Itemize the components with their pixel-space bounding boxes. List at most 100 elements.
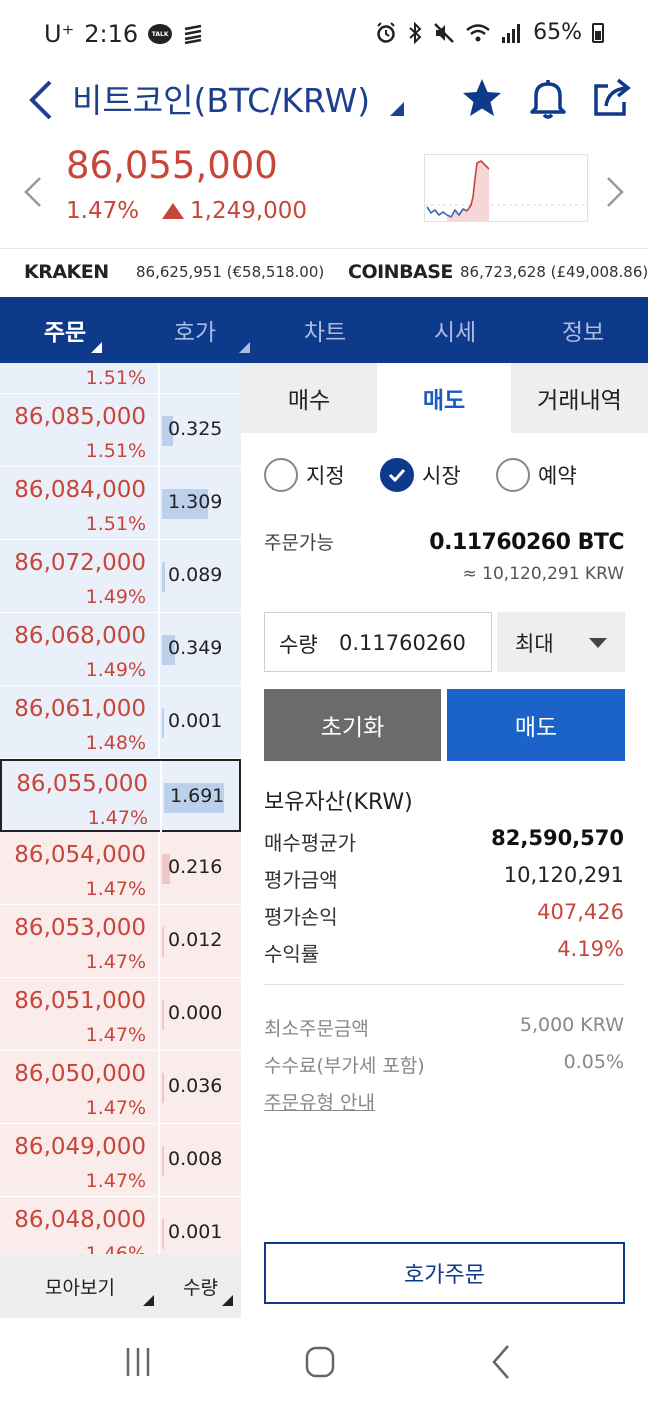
star-icon[interactable] bbox=[460, 76, 504, 120]
orderbook[interactable]: 1.51% 86,085,000 1.51% 0.325 86,084,000 1.51… bbox=[0, 363, 241, 1254]
order-type-limit[interactable]: 지정 bbox=[264, 458, 345, 492]
reset-button[interactable]: 초기화 bbox=[264, 689, 441, 761]
orderbook-pct: 1.49% bbox=[85, 659, 146, 681]
chevron-right-icon[interactable] bbox=[602, 172, 628, 212]
orderbook-price-cell: 86,068,000 1.49% bbox=[0, 613, 160, 686]
max-select[interactable]: 최대 bbox=[497, 612, 625, 672]
avg-buy-price-value: 82,590,570 bbox=[491, 826, 624, 850]
orderbook-qty-bar bbox=[162, 1146, 164, 1176]
tab-order[interactable]: 주문 bbox=[0, 297, 130, 363]
order-type-market[interactable]: 시장 bbox=[380, 458, 461, 492]
orderbook-price-cell: 86,085,000 1.51% bbox=[0, 394, 160, 467]
orderbook-pct: 1.51% bbox=[85, 440, 146, 462]
orderbook-qty-bar bbox=[162, 1073, 164, 1103]
bell-icon[interactable] bbox=[526, 76, 570, 120]
orderbook-qty: 1.309 bbox=[168, 491, 223, 513]
orderbook-row[interactable]: 86,049,000 1.47% 0.008 bbox=[0, 1124, 241, 1197]
home-icon[interactable] bbox=[290, 1340, 350, 1384]
orderbook-row[interactable]: 86,054,000 1.47% 0.216 bbox=[0, 832, 241, 905]
back-icon[interactable] bbox=[22, 76, 62, 124]
order-type-group: 지정 시장 예약 bbox=[264, 458, 634, 498]
orderbook-pct: 1.51% bbox=[85, 513, 146, 535]
orderbook-row[interactable]: 86,072,000 1.49% 0.089 bbox=[0, 540, 241, 613]
orderbook-price: 86,051,000 bbox=[14, 988, 146, 1014]
tab-sell[interactable]: 매도 bbox=[377, 363, 511, 433]
orderbook-row[interactable]: 86,084,000 1.51% 1.309 bbox=[0, 467, 241, 540]
orderbook-pct: 1.48% bbox=[85, 732, 146, 754]
orderbook-qty: 1.691 bbox=[170, 785, 225, 807]
orderbook-qty-bar bbox=[164, 783, 224, 813]
system-back-icon[interactable] bbox=[472, 1340, 532, 1384]
tab-hoga-caret-icon bbox=[239, 342, 250, 353]
title-dropdown-icon[interactable] bbox=[390, 102, 404, 116]
alarm-icon bbox=[377, 21, 395, 43]
orderbook-qty: 0.216 bbox=[168, 856, 223, 878]
orderbook-row[interactable]: 86,051,000 1.47% 0.000 bbox=[0, 978, 241, 1051]
order-type-reserve[interactable]: 예약 bbox=[496, 458, 577, 492]
quantity-field[interactable]: 수량 bbox=[264, 612, 492, 672]
hoga-order-button[interactable]: 호가주문 bbox=[264, 1242, 625, 1304]
orderbook-pct: 1.47% bbox=[85, 1170, 146, 1192]
orderbook-qty-bar bbox=[162, 416, 173, 446]
recent-apps-icon[interactable] bbox=[108, 1340, 168, 1384]
orderbook-row[interactable]: 86,061,000 1.48% 0.001 bbox=[0, 686, 241, 759]
tab-history[interactable]: 거래내역 bbox=[511, 363, 648, 433]
orderbook-row[interactable]: 86,053,000 1.47% 0.012 bbox=[0, 905, 241, 978]
orderbook-row[interactable]: 86,068,000 1.49% 0.349 bbox=[0, 613, 241, 686]
orderbook-qty: 0.349 bbox=[168, 637, 223, 659]
tab-quote[interactable]: 시세 bbox=[390, 297, 520, 363]
orderbook-qty-bar bbox=[162, 562, 165, 592]
qty-view-button[interactable]: 수량 bbox=[160, 1254, 241, 1318]
orderbook-price: 86,084,000 bbox=[14, 477, 146, 503]
tab-chart-label: 차트 bbox=[303, 320, 347, 346]
quantity-input[interactable] bbox=[339, 627, 487, 659]
order-type-guide-link[interactable]: 주문유형 안내 bbox=[264, 1092, 375, 1114]
sell-button[interactable]: 매도 bbox=[447, 689, 625, 761]
tab-buy[interactable]: 매수 bbox=[241, 363, 377, 433]
status-left: U⁺ 2:16 TALK bbox=[44, 20, 204, 48]
orderbook-row-current[interactable]: 86,055,000 1.47% 1.691 bbox=[0, 759, 241, 834]
exchange-value-kraken: 86,625,951 (€58,518.00) bbox=[136, 263, 325, 281]
mini-price-chart[interactable] bbox=[424, 154, 589, 222]
orderbook-row[interactable]: 86,048,000 1.46% 0.001 bbox=[0, 1197, 241, 1254]
eval-pnl-label: 평가손익 bbox=[264, 905, 338, 929]
change-rate: 1.47% bbox=[66, 198, 140, 224]
orderbook-footer: 모아보기 수량 bbox=[0, 1254, 241, 1318]
orderbook-row-partial[interactable]: 1.51% bbox=[0, 363, 241, 394]
tab-chart[interactable]: 차트 bbox=[260, 297, 390, 363]
check-icon bbox=[388, 468, 406, 483]
stack-icon bbox=[184, 24, 202, 44]
eval-pnl-value: 407,426 bbox=[537, 900, 624, 924]
coin-title[interactable]: 비트코인(BTC/KRW) bbox=[72, 81, 371, 120]
talk-icon-text: TALK bbox=[151, 30, 169, 38]
orderbook-price-cell: 86,053,000 1.47% bbox=[0, 905, 160, 978]
available-krw: ≈ 10,120,291 KRW bbox=[462, 564, 624, 584]
orderbook-qty-bar bbox=[162, 1000, 164, 1030]
orderbook-row[interactable]: 86,085,000 1.51% 0.325 bbox=[0, 394, 241, 467]
current-price: 86,055,000 bbox=[66, 144, 278, 187]
order-tabs: 매수 매도 거래내역 bbox=[241, 363, 648, 433]
group-view-caret-icon bbox=[143, 1295, 154, 1306]
battery-icon bbox=[592, 22, 604, 43]
chevron-left-icon[interactable] bbox=[20, 172, 46, 212]
quantity-label: 수량 bbox=[279, 633, 318, 657]
exchange-prices: KRAKEN 86,625,951 (€58,518.00) COINBASE … bbox=[0, 248, 648, 296]
orderbook-qty: 0.036 bbox=[168, 1075, 223, 1097]
orderbook-pct: 1.47% bbox=[87, 807, 148, 829]
share-icon[interactable] bbox=[590, 76, 634, 120]
radio-unchecked-icon bbox=[264, 458, 298, 492]
orderbook-qty: 0.008 bbox=[168, 1148, 223, 1170]
status-bar: U⁺ 2:16 TALK 65% bbox=[0, 0, 648, 70]
group-view-button[interactable]: 모아보기 bbox=[0, 1254, 160, 1318]
orderbook-price-cell: 86,061,000 1.48% bbox=[0, 686, 160, 759]
tab-info-label: 정보 bbox=[561, 320, 605, 346]
orderbook-price: 86,049,000 bbox=[14, 1134, 146, 1160]
exchange-value-coinbase: 86,723,628 (£49,008.86) bbox=[460, 263, 648, 281]
orderbook-row[interactable]: 86,050,000 1.47% 0.036 bbox=[0, 1051, 241, 1124]
tab-hoga[interactable]: 호가 bbox=[130, 297, 260, 363]
kakaotalk-icon: TALK bbox=[148, 24, 173, 44]
tab-info[interactable]: 정보 bbox=[518, 297, 648, 363]
orderbook-price-cell: 86,084,000 1.51% bbox=[0, 467, 160, 540]
group-view-label: 모아보기 bbox=[45, 1276, 115, 1299]
orderbook-qty: 0.001 bbox=[168, 710, 223, 732]
